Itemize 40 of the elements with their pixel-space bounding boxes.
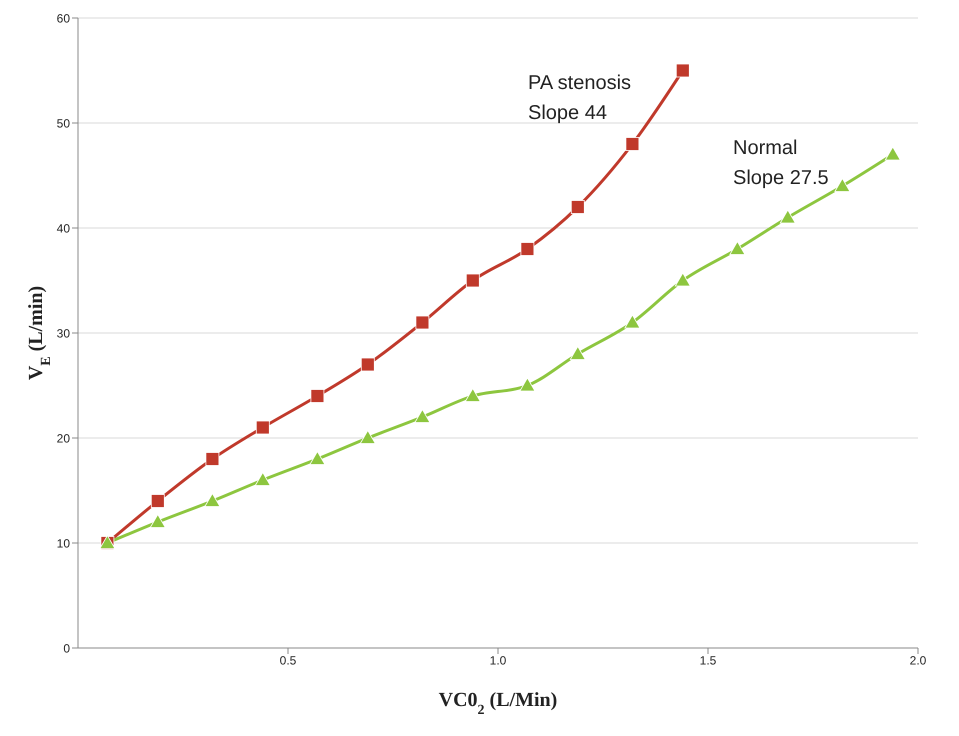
point (834, 178, 850, 192)
point (570, 200, 585, 214)
y-tick-label: 30 (56, 326, 70, 340)
point (310, 451, 326, 465)
y-tick-label: 0 (63, 641, 70, 656)
point (520, 242, 534, 256)
y-tick-label: 10 (56, 536, 70, 550)
y-tick-label: 20 (56, 431, 70, 446)
point (256, 420, 270, 434)
point (780, 210, 796, 224)
point (624, 314, 640, 328)
point (360, 358, 375, 372)
point (570, 346, 586, 360)
point (254, 472, 271, 486)
point (206, 452, 220, 466)
point (360, 430, 376, 444)
point (464, 388, 481, 402)
point (204, 493, 220, 507)
point (466, 274, 480, 288)
x-tick-label: 2.0 (910, 654, 927, 668)
x-tick-label: 1.5 (700, 654, 717, 668)
annotation: Normal Slope 27.5 (733, 136, 829, 191)
point (416, 316, 430, 330)
point (730, 241, 746, 255)
point (626, 137, 640, 151)
x-tick-label: 1.0 (490, 654, 507, 668)
annotation: PA stenosis Slope 44 (528, 71, 632, 126)
y-tick-label: 60 (56, 11, 70, 26)
y-tick-label: 40 (56, 221, 70, 236)
point (150, 514, 166, 528)
point (310, 389, 324, 403)
y-tick-label: 50 (56, 116, 70, 130)
point (414, 409, 430, 423)
x-tick-label: 0.5 (280, 654, 297, 668)
point (676, 64, 690, 78)
point (884, 146, 901, 160)
point (150, 494, 165, 508)
x-axis-title: VC0$_{2}$ (L/Min) (438, 689, 558, 718)
point (674, 272, 691, 286)
point (520, 378, 536, 392)
